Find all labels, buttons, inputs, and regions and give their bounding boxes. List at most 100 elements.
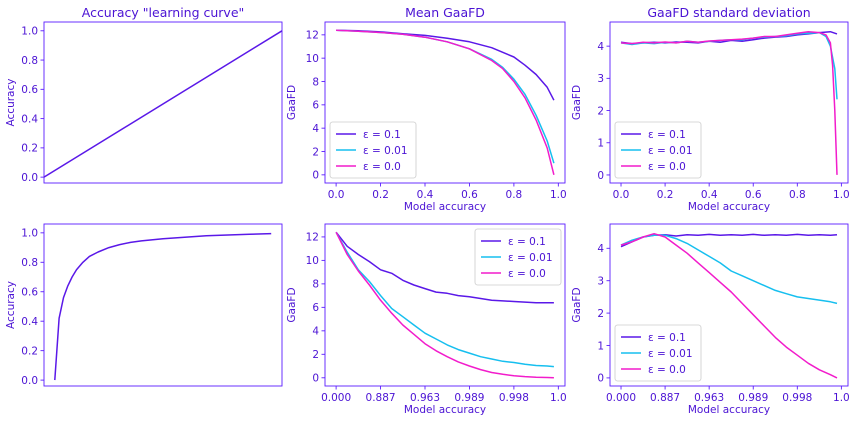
series-line-2 <box>336 29 555 175</box>
legend-label: ε = 0.01 <box>508 252 553 264</box>
x-tick-label: 0.963 <box>410 392 440 404</box>
axes-frame <box>609 223 849 387</box>
y-tick-label: 0.8 <box>21 257 38 269</box>
x-tick-label: 0.4 <box>701 189 718 201</box>
series-line-1 <box>620 234 838 305</box>
y-axis-label: Accuracy <box>5 281 17 329</box>
x-axis-label: Model accuracy <box>404 201 486 213</box>
legend-label: ε = 0.1 <box>648 332 686 344</box>
x-tick-label: 0.989 <box>738 392 768 404</box>
x-tick-label: 0.998 <box>782 392 812 404</box>
x-tick-label: 0.0 <box>613 189 630 201</box>
chart-title: Mean GaaFD <box>405 5 485 20</box>
x-tick-label: 0.4 <box>417 189 434 201</box>
panel-bottom-mid: 0 2 4 6 8 10 12 0.000 0.887 0.963 0.989 0.998 1.0 Gaa… <box>286 223 567 416</box>
y-tick-label: 2 <box>312 146 319 158</box>
axes-frame <box>324 223 566 387</box>
legend: ε = 0.1 ε = 0.01 ε = 0.0 <box>329 121 417 179</box>
legend-label: ε = 0.0 <box>648 161 686 173</box>
y-axis-label: GaaFD <box>286 85 298 120</box>
x-tick-label: 0.887 <box>366 392 396 404</box>
y-tick-label: 3 <box>597 73 604 85</box>
y-tick-label: 2 <box>312 349 319 361</box>
y-tick-label: 4 <box>312 326 319 338</box>
x-tick-label: 1.0 <box>833 189 850 201</box>
x-tick-label: 1.0 <box>833 392 850 404</box>
y-tick-label: 3 <box>597 276 604 288</box>
y-tick-label: 0.2 <box>21 345 38 357</box>
panel-bottom-left: 0.0 0.2 0.4 0.6 0.8 1.0 Accuracy <box>5 223 283 387</box>
x-tick-label: 0.8 <box>789 189 806 201</box>
legend: ε = 0.1 ε = 0.01 ε = 0.0 <box>614 324 702 382</box>
y-tick-label: 12 <box>306 30 319 42</box>
y-tick-label: 2 <box>597 308 604 320</box>
x-tick-label: 0.887 <box>650 392 680 404</box>
y-tick-label: 1 <box>597 138 604 150</box>
series-line-2 <box>620 30 838 175</box>
legend-label: ε = 0.0 <box>508 268 546 280</box>
y-tick-label: 10 <box>306 53 319 65</box>
axes-frame <box>324 21 566 184</box>
y-tick-label: 0 <box>312 373 319 385</box>
y-tick-label: 4 <box>597 41 604 53</box>
y-tick-label: 1.0 <box>21 26 38 38</box>
y-axis-label: GaaFD <box>571 287 583 322</box>
x-tick-label: 1.0 <box>550 392 567 404</box>
x-tick-label: 0.6 <box>745 189 762 201</box>
y-tick-label: 0.0 <box>21 375 38 387</box>
y-tick-label: 4 <box>312 123 319 135</box>
x-tick-label: 0.2 <box>372 189 389 201</box>
x-tick-label: 0.989 <box>454 392 484 404</box>
y-tick-label: 0 <box>597 170 604 182</box>
legend-label: ε = 0.1 <box>508 236 546 248</box>
legend-box <box>329 121 417 179</box>
y-tick-label: 0.8 <box>21 55 38 67</box>
legend-label: ε = 0.0 <box>363 161 401 173</box>
y-tick-label: 10 <box>306 255 319 267</box>
y-tick-label: 0 <box>312 170 319 182</box>
legend-label: ε = 0.01 <box>648 145 693 157</box>
y-tick-label: 0.6 <box>21 287 38 299</box>
legend: ε = 0.1 ε = 0.01 ε = 0.0 <box>614 121 702 179</box>
x-tick-label: 0.998 <box>499 392 529 404</box>
x-tick-label: 0.963 <box>694 392 724 404</box>
legend-box <box>474 228 562 286</box>
chart-title: Accuracy "learning curve" <box>82 5 245 20</box>
y-axis-label: GaaFD <box>571 85 583 120</box>
x-tick-label: 0.0 <box>328 189 345 201</box>
panel-top-left: Accuracy "learning curve" 0.0 0.2 0.4 0.6 0.8… <box>5 5 283 184</box>
y-tick-label: 0.2 <box>21 143 38 155</box>
y-tick-label: 8 <box>312 76 319 88</box>
series-line-0 <box>335 231 554 304</box>
x-tick-label: 0.8 <box>506 189 523 201</box>
series-line-0 <box>43 30 283 178</box>
panel-bottom-right: 0 1 2 3 4 0.000 0.887 0.963 0.989 0.998 1.0 GaaFD Mo… <box>571 223 850 416</box>
series-line-1 <box>335 231 554 368</box>
axes-frame <box>609 21 849 184</box>
series-line-2 <box>335 231 554 379</box>
y-tick-label: 0 <box>597 373 604 385</box>
y-tick-label: 1 <box>597 340 604 352</box>
legend-box <box>614 121 702 179</box>
panel-top-mid: Mean GaaFD 0 2 4 6 8 10 12 0.0 0.2 0.4 0.6 0.8 1.0 Gaa… <box>286 5 567 213</box>
x-axis-label: Model accuracy <box>404 404 486 416</box>
legend-box <box>614 324 702 382</box>
y-tick-label: 0.0 <box>21 172 38 184</box>
legend-label: ε = 0.1 <box>363 129 401 141</box>
series-line-0 <box>620 233 838 248</box>
axes-frame <box>43 223 283 387</box>
y-axis-label: GaaFD <box>286 287 298 322</box>
legend: ε = 0.1 ε = 0.01 ε = 0.0 <box>474 228 562 286</box>
y-tick-label: 2 <box>597 105 604 117</box>
legend-label: ε = 0.01 <box>648 348 693 360</box>
y-tick-label: 6 <box>312 100 319 112</box>
y-tick-label: 4 <box>597 243 604 255</box>
x-tick-label: 1.0 <box>550 189 567 201</box>
y-tick-label: 0.6 <box>21 84 38 96</box>
chart-title: GaaFD standard deviation <box>647 5 810 20</box>
y-axis-label: Accuracy <box>5 79 17 127</box>
axes-frame <box>43 21 283 184</box>
y-tick-label: 6 <box>312 302 319 314</box>
y-tick-label: 1.0 <box>21 228 38 240</box>
